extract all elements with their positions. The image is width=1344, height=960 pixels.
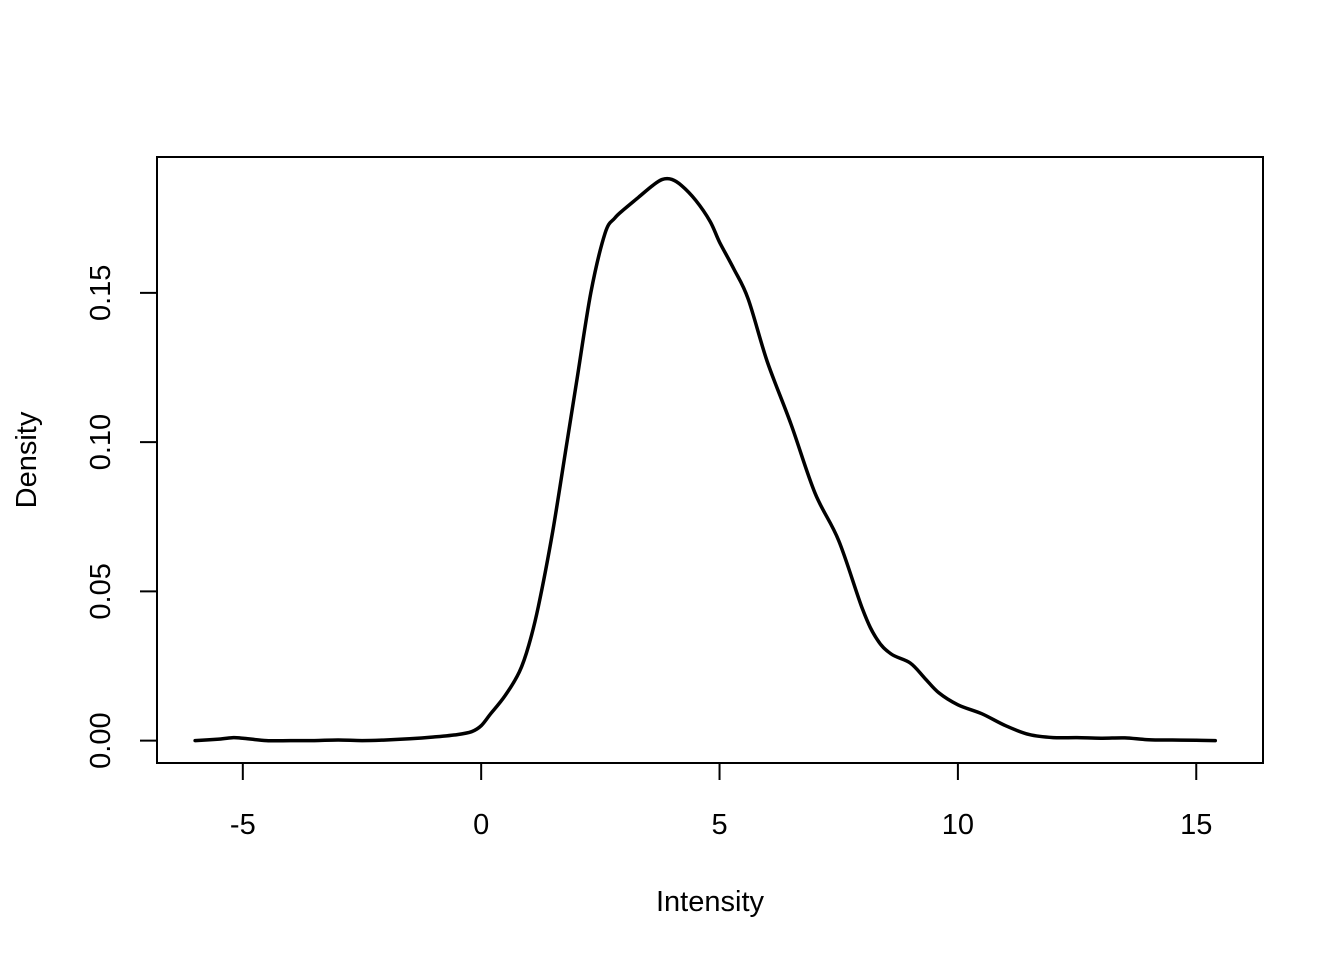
plot-frame — [156, 156, 1264, 764]
y-tick-label: 0.10 — [85, 414, 117, 470]
y-tick-label: 0.15 — [85, 265, 117, 321]
y-tick-label: 0.00 — [85, 712, 117, 768]
y-axis: 0.00 0.05 0.10 0.15 — [85, 265, 158, 769]
x-tick-label: 5 — [711, 809, 727, 841]
x-tick-label: 15 — [1180, 809, 1212, 841]
x-tick-label: -5 — [230, 809, 256, 841]
y-axis-title: Density — [11, 411, 43, 508]
x-axis-title: Intensity — [656, 886, 764, 918]
x-tick-label: 0 — [473, 809, 489, 841]
density-curve — [193, 176, 1218, 743]
y-tick-label: 0.05 — [85, 563, 117, 619]
x-axis: -5 0 5 10 15 — [230, 762, 1212, 841]
x-tick-label: 10 — [942, 809, 974, 841]
